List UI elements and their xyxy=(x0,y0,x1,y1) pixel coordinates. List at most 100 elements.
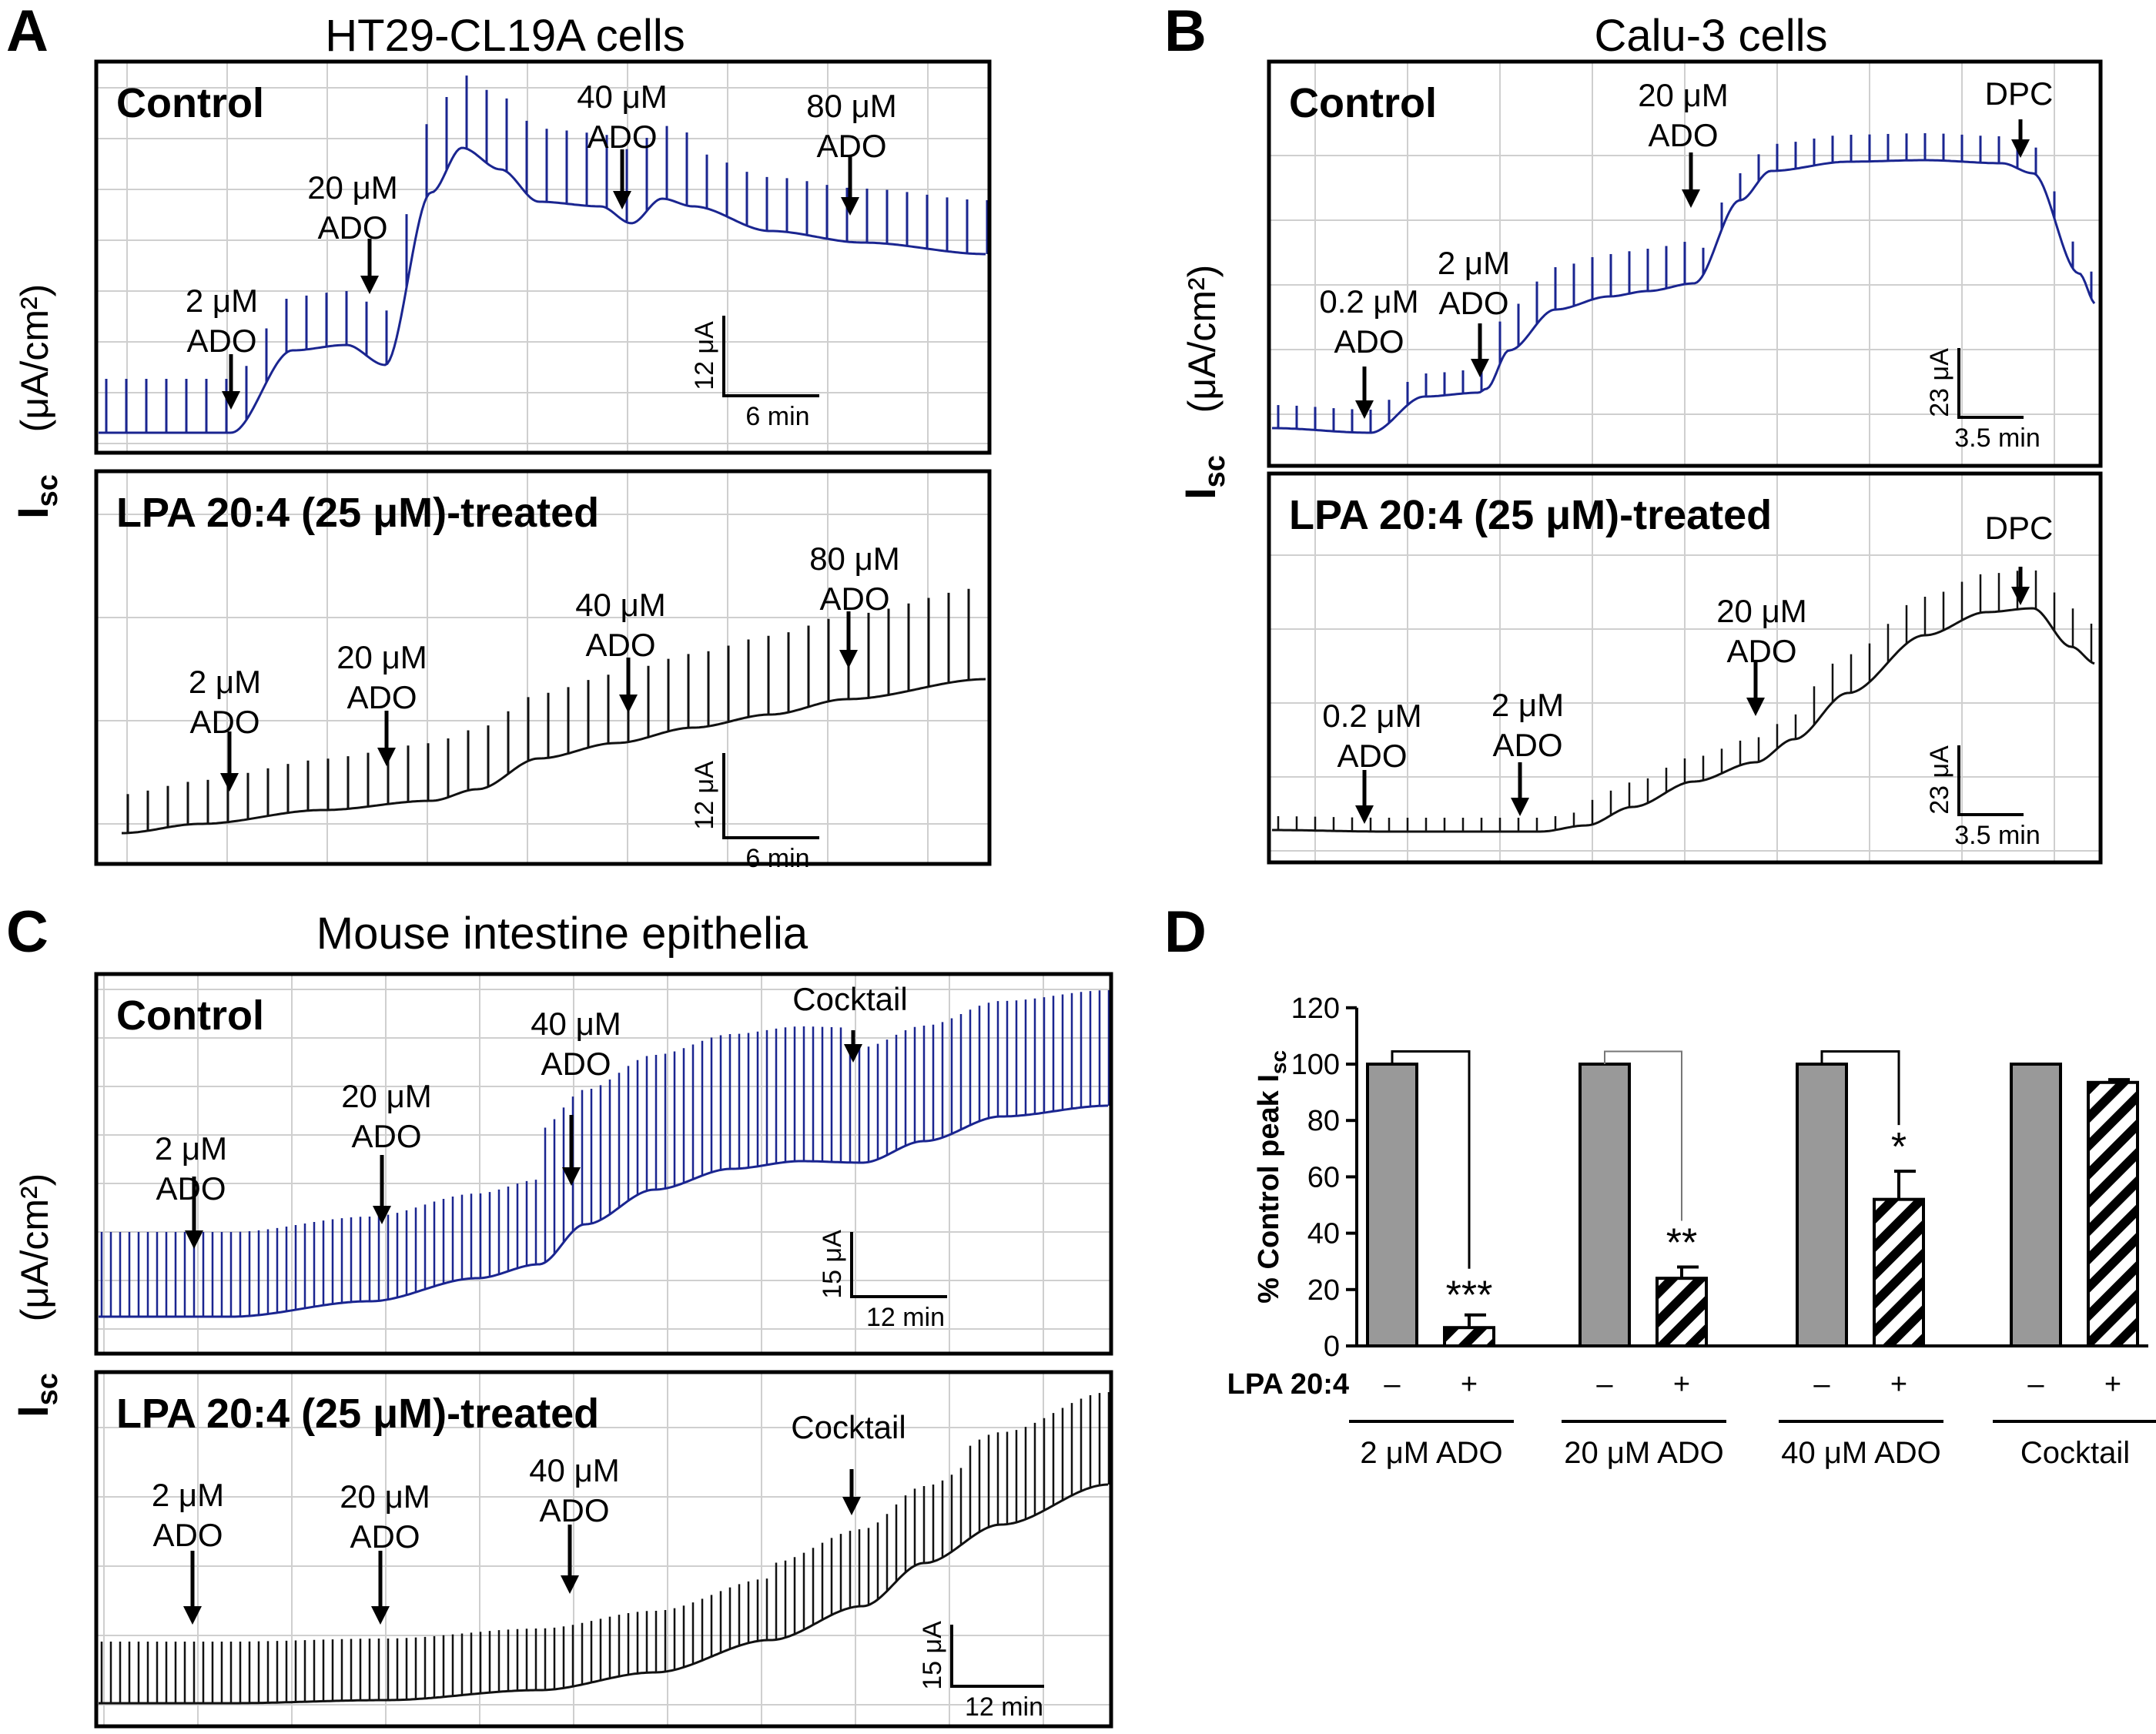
addition-conc-label: 80 μM xyxy=(806,88,897,124)
drug-addition-marker: 20 μM ADO xyxy=(341,1078,432,1224)
error-bar xyxy=(2108,1078,2130,1083)
addition-arrow xyxy=(360,239,379,294)
treatment-plus-label: + xyxy=(1461,1368,1478,1401)
addition-drug-label: ADO xyxy=(587,119,657,155)
drug-addition-marker: 0.2 μM ADO xyxy=(1322,698,1422,824)
scale-bar-time-label: 12 min xyxy=(965,1692,1043,1722)
pulse-spikes xyxy=(1277,133,2093,433)
scale-bar: 12 μA 6 min xyxy=(690,753,819,873)
addition-drug-label: ADO xyxy=(1438,285,1508,321)
addition-arrow xyxy=(1511,762,1529,816)
addition-drug-label: ADO xyxy=(1337,738,1407,774)
addition-drug-label: ADO xyxy=(350,1518,420,1555)
panel-a-ylabel: (μA/cm²) Isc xyxy=(8,284,64,519)
y-tick-label: 60 xyxy=(1307,1161,1340,1193)
addition-arrow xyxy=(371,1551,390,1625)
scale-bar: 12 μA 6 min xyxy=(690,316,819,431)
bar-control xyxy=(1796,1063,1848,1347)
drug-addition-marker: 40 μM ADO xyxy=(575,587,666,713)
trace-frame xyxy=(1267,59,2103,468)
addition-arrow xyxy=(844,1030,862,1063)
scale-bar: 15 μA 12 min xyxy=(818,1230,947,1332)
grid xyxy=(1269,474,2101,862)
drug-addition-marker: DPC xyxy=(1985,75,2053,158)
addition-conc-label: 2 μM xyxy=(186,283,258,319)
treatment-axis-label: LPA 20:4 xyxy=(1227,1368,1349,1401)
addition-drug-label: ADO xyxy=(351,1118,421,1154)
addition-drug-label: ADO xyxy=(1334,323,1404,360)
addition-arrow xyxy=(1355,367,1374,419)
y-axis-label: % Control peak Isc xyxy=(1253,1050,1291,1304)
pulse-spikes xyxy=(100,1392,1110,1703)
bar-control xyxy=(1578,1063,1631,1347)
addition-conc-label: 20 μM xyxy=(1716,593,1807,629)
drug-addition-marker: DPC xyxy=(1985,510,2053,605)
addition-conc-label: 2 μM xyxy=(1491,687,1564,723)
trace-frame xyxy=(1267,471,2103,865)
addition-conc-label: Cocktail xyxy=(792,981,907,1017)
panel-a-title: HT29-CL19A cells xyxy=(325,11,685,61)
addition-arrow xyxy=(377,711,396,766)
y-tick-label: 40 xyxy=(1307,1218,1340,1250)
addition-arrow xyxy=(2011,567,2030,605)
treatment-plus-label: + xyxy=(1890,1368,1907,1401)
group-label: Cocktail xyxy=(2020,1436,2130,1470)
panel-c-title: Mouse intestine epithelia xyxy=(316,909,808,959)
trace-frame xyxy=(94,972,1113,1356)
addition-drug-label: ADO xyxy=(156,1170,226,1207)
addition-conc-label: 2 μM xyxy=(189,664,261,700)
isc-trace xyxy=(122,678,986,835)
addition-conc-label: 20 μM xyxy=(341,1078,432,1114)
addition-conc-label: 2 μM xyxy=(1438,245,1510,281)
addition-drug-label: ADO xyxy=(1492,727,1562,763)
panel-letter-c: C xyxy=(6,899,49,965)
addition-conc-label: 20 μM xyxy=(1638,77,1729,113)
addition-arrow xyxy=(2011,119,2030,158)
panel-letter-b: B xyxy=(1164,0,1207,64)
addition-arrow xyxy=(561,1525,579,1594)
addition-drug-label: ADO xyxy=(585,627,655,663)
treatment-plus-label: + xyxy=(1673,1368,1690,1401)
trace-frame xyxy=(94,469,992,866)
isc-trace xyxy=(99,146,986,434)
isc-trace xyxy=(1272,159,2096,434)
panel-letter-d: D xyxy=(1164,899,1207,965)
addition-conc-label: 2 μM xyxy=(152,1477,224,1513)
panel-a-ylabel-isc: Isc xyxy=(8,474,64,519)
addition-drug-label: ADO xyxy=(539,1492,609,1528)
significance-stars: *** xyxy=(1446,1274,1493,1318)
significance-bracket xyxy=(1820,1050,1900,1126)
scale-bar: 15 μA 12 min xyxy=(918,1621,1044,1722)
panel-b-ylabel: (μA/cm²) Isc xyxy=(1176,265,1231,500)
addition-conc-label: 20 μM xyxy=(307,169,398,206)
scale-bar-time-label: 12 min xyxy=(866,1303,945,1332)
addition-drug-label: ADO xyxy=(1726,633,1796,669)
treatment-minus-label: – xyxy=(2027,1368,2044,1401)
panel-b-ylabel-unit: (μA/cm²) xyxy=(1180,265,1224,413)
bar-treated xyxy=(2087,1080,2139,1348)
addition-drug-label: ADO xyxy=(819,581,889,617)
y-tick-label: 20 xyxy=(1307,1274,1340,1307)
addition-conc-label: Cocktail xyxy=(791,1409,906,1445)
treatment-minus-label: – xyxy=(1813,1368,1830,1401)
panel-a-ylabel-unit: (μA/cm²) xyxy=(13,284,56,433)
drug-addition-marker: 2 μM ADO xyxy=(1438,245,1510,377)
addition-conc-label: 0.2 μM xyxy=(1322,698,1421,734)
drug-addition-marker: 20 μM ADO xyxy=(1716,593,1807,716)
addition-conc-label: 20 μM xyxy=(336,639,427,675)
drug-addition-marker: 40 μM ADO xyxy=(531,1006,621,1186)
isc-trace xyxy=(1272,607,2095,833)
addition-arrow xyxy=(220,731,239,792)
addition-drug-label: ADO xyxy=(152,1517,223,1553)
scale-bar: 23 μA3.5 min xyxy=(1925,745,2040,850)
pulse-spikes xyxy=(105,75,989,433)
addition-conc-label: 40 μM xyxy=(575,587,666,623)
group-label: 40 μM ADO xyxy=(1781,1436,1941,1470)
